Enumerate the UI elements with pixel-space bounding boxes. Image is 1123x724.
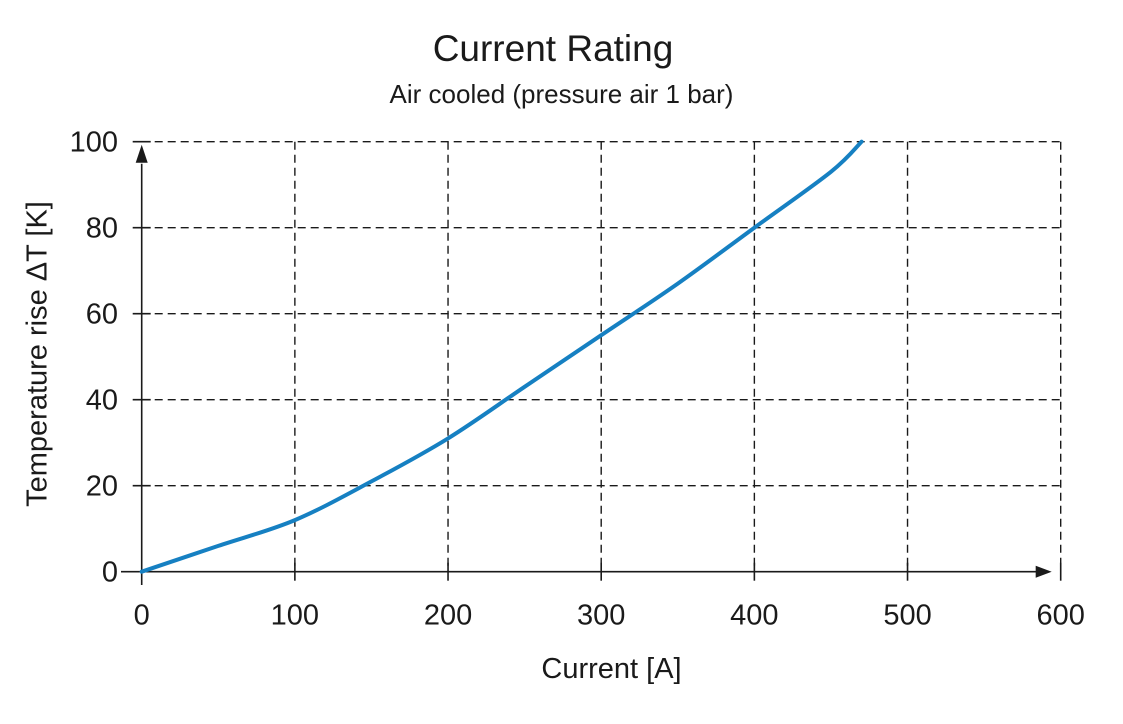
x-tick-label: 600 [1037,600,1085,632]
x-axis-arrowhead-icon [1035,565,1052,578]
grid-group [141,140,1062,572]
x-tick-label: 200 [424,600,472,632]
y-tick-label: 20 [86,471,118,503]
chart-subtitle: Air cooled (pressure air 1 bar) [389,79,734,109]
y-tick-label: 60 [86,299,118,331]
axis-group [121,144,1052,585]
tick-group [132,140,1062,581]
y-axis-title: Temperature rise ΔT [K] [21,201,54,507]
x-tick-label: 0 [134,600,150,632]
y-tick-label: 80 [86,213,118,245]
y-tick-label: 100 [70,127,118,159]
y-tick-label: 40 [86,385,118,417]
series-group [139,139,864,574]
x-tick-label: 100 [271,600,319,632]
x-tick-label: 500 [883,600,931,632]
x-axis-title: Current [A] [541,653,682,685]
tick-label-group: 0 100 200 300 400 500 600 0 20 40 60 80 100 [70,127,1085,632]
x-tick-label: 300 [577,600,625,632]
x-tick-label: 400 [730,600,778,632]
y-tick-label: 0 [102,557,118,589]
chart-title: Current Rating [432,28,674,69]
temperature-curve [139,139,864,574]
y-axis-arrowhead-icon [135,144,148,163]
